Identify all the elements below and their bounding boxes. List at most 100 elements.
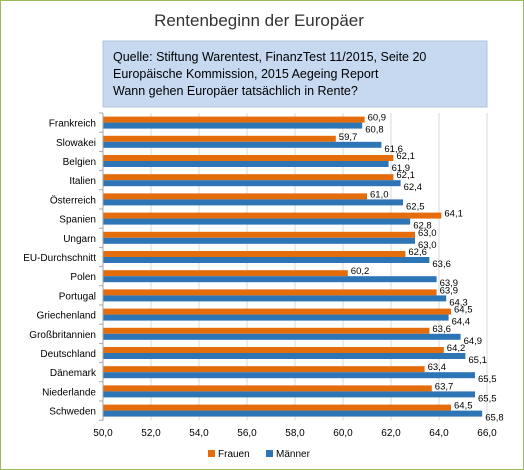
bar-frauen-niederlande (103, 385, 432, 392)
bar-maenner-niederlande (103, 391, 475, 398)
x-tick-label: 60,0 (333, 428, 353, 439)
bar-maenner-deutschland (103, 353, 466, 359)
category-label-schweden: Schweden (49, 407, 96, 418)
bar-maenner-polen (103, 276, 437, 283)
bar-maenner-griechenland (103, 314, 449, 321)
data-label-maenner-eu-durchschnitt: 63,6 (432, 259, 451, 270)
bar-frauen-deutschland (103, 347, 444, 353)
bar-frauen-frankreich (103, 116, 365, 123)
x-tick-label: 54,0 (189, 428, 209, 439)
source-note-line-2: Europäische Kommission, 2015 Aegeing Rep… (113, 67, 379, 81)
bar-frauen-belgien (103, 155, 394, 161)
chart-title: Rentenbeginn der Europäer (154, 11, 364, 30)
bar-maenner-oesterreich (103, 199, 403, 206)
data-label-frauen-belgien: 62,1 (396, 151, 415, 162)
bar-frauen-griechenland (103, 308, 451, 315)
data-label-maenner-grossbritannien: 64,9 (464, 336, 483, 347)
data-label-maenner-polen: 63,9 (440, 278, 459, 289)
data-label-maenner-daenemark: 65,5 (478, 374, 497, 385)
bar-maenner-slowakei (103, 141, 382, 148)
bar-maenner-grossbritannien (103, 333, 461, 340)
data-label-frauen-grossbritannien: 63,6 (432, 324, 451, 335)
bar-maenner-eu-durchschnitt (103, 257, 430, 263)
bars: 60,960,859,761,662,161,962,162,461,062,5… (103, 113, 504, 424)
data-label-frauen-frankreich: 60,9 (368, 113, 387, 124)
bar-frauen-portugal (103, 289, 437, 296)
category-label-oesterreich: Österreich (50, 194, 96, 206)
bar-maenner-schweden (103, 410, 483, 417)
category-label-griechenland: Griechenland (37, 311, 96, 322)
data-label-frauen-slowakei: 59,7 (339, 132, 358, 143)
legend-label-frauen: Frauen (218, 449, 250, 460)
data-label-maenner-portugal: 64,3 (449, 297, 468, 308)
x-tick-label: 66,0 (477, 428, 497, 439)
x-tick-label: 52,0 (141, 428, 161, 439)
category-label-deutschland: Deutschland (40, 349, 96, 360)
bar-maenner-spanien (103, 218, 411, 225)
data-label-maenner-schweden: 65,8 (485, 413, 504, 424)
bar-frauen-grossbritannien (103, 327, 430, 334)
legend: Frauen Männer (208, 449, 311, 460)
data-label-maenner-spanien: 62,8 (413, 221, 432, 232)
bar-frauen-ungarn (103, 231, 415, 238)
category-label-eu-durchschnitt: EU-Durchschnitt (23, 253, 96, 264)
category-label-daenemark: Dänemark (50, 368, 97, 379)
data-label-maenner-niederlande: 65,5 (478, 393, 497, 404)
category-label-spanien: Spanien (59, 215, 96, 226)
category-label-grossbritannien: Großbritannien (29, 330, 96, 341)
category-label-ungarn: Ungarn (63, 234, 96, 245)
x-tick-label: 64,0 (429, 428, 449, 439)
data-label-maenner-slowakei: 61,6 (384, 144, 403, 155)
bar-maenner-daenemark (103, 372, 475, 379)
category-label-belgien: Belgien (63, 157, 96, 168)
data-label-maenner-griechenland: 64,4 (452, 317, 471, 328)
bar-maenner-frankreich (103, 122, 363, 129)
data-label-frauen-spanien: 64,1 (444, 209, 463, 220)
bar-frauen-daenemark (103, 366, 425, 373)
x-tick-label: 62,0 (381, 428, 401, 439)
x-tick-label: 50,0 (93, 428, 113, 439)
data-label-frauen-polen: 60,2 (351, 266, 370, 277)
category-label-frankreich: Frankreich (49, 119, 96, 130)
data-label-frauen-griechenland: 64,5 (454, 305, 473, 316)
data-label-maenner-frankreich: 60,8 (365, 125, 384, 136)
legend-swatch-frauen (208, 450, 215, 457)
source-note-box (102, 40, 488, 108)
source-note-line-1: Quelle: Stiftung Warentest, FinanzTest 1… (113, 50, 426, 64)
bar-maenner-portugal (103, 295, 447, 302)
data-label-frauen-portugal: 63,9 (440, 285, 459, 296)
data-label-frauen-italien: 62,1 (396, 170, 415, 181)
category-label-niederlande: Niederlande (42, 387, 96, 398)
bar-frauen-slowakei (103, 135, 336, 142)
data-label-maenner-deutschland: 65,1 (468, 355, 487, 366)
bar-frauen-spanien (103, 212, 442, 219)
bar-frauen-oesterreich (103, 193, 367, 200)
bar-maenner-ungarn (103, 237, 415, 244)
bar-frauen-polen (103, 270, 348, 277)
category-label-portugal: Portugal (59, 291, 96, 302)
data-label-frauen-oesterreich: 61,0 (370, 189, 389, 200)
data-label-frauen-schweden: 64,5 (454, 401, 473, 412)
data-label-frauen-daenemark: 63,4 (428, 362, 447, 373)
x-tick-label: 56,0 (237, 428, 257, 439)
bar-maenner-italien (103, 180, 401, 187)
bar-maenner-belgien (103, 161, 389, 167)
axes: 50,0 52,0 54,0 56,0 58,0 60,0 62,0 64,0 66,0 Fran… (23, 112, 497, 439)
category-label-slowakei: Slowakei (56, 138, 96, 149)
data-label-maenner-italien: 62,4 (404, 182, 423, 193)
bar-frauen-italien (103, 174, 394, 181)
data-label-maenner-belgien: 61,9 (392, 163, 411, 174)
bar-frauen-schweden (103, 404, 451, 411)
category-label-italien: Italien (69, 176, 96, 187)
bar-frauen-eu-durchschnitt (103, 251, 406, 257)
data-label-frauen-niederlande: 63,7 (435, 381, 454, 392)
legend-label-maenner: Männer (276, 449, 311, 460)
data-label-frauen-ungarn: 63,0 (418, 228, 437, 239)
data-label-maenner-ungarn: 63,0 (418, 240, 437, 251)
legend-swatch-maenner (266, 450, 273, 457)
category-label-polen: Polen (70, 272, 96, 283)
data-label-frauen-deutschland: 64,2 (447, 343, 466, 354)
data-label-maenner-oesterreich: 62,5 (406, 201, 425, 212)
